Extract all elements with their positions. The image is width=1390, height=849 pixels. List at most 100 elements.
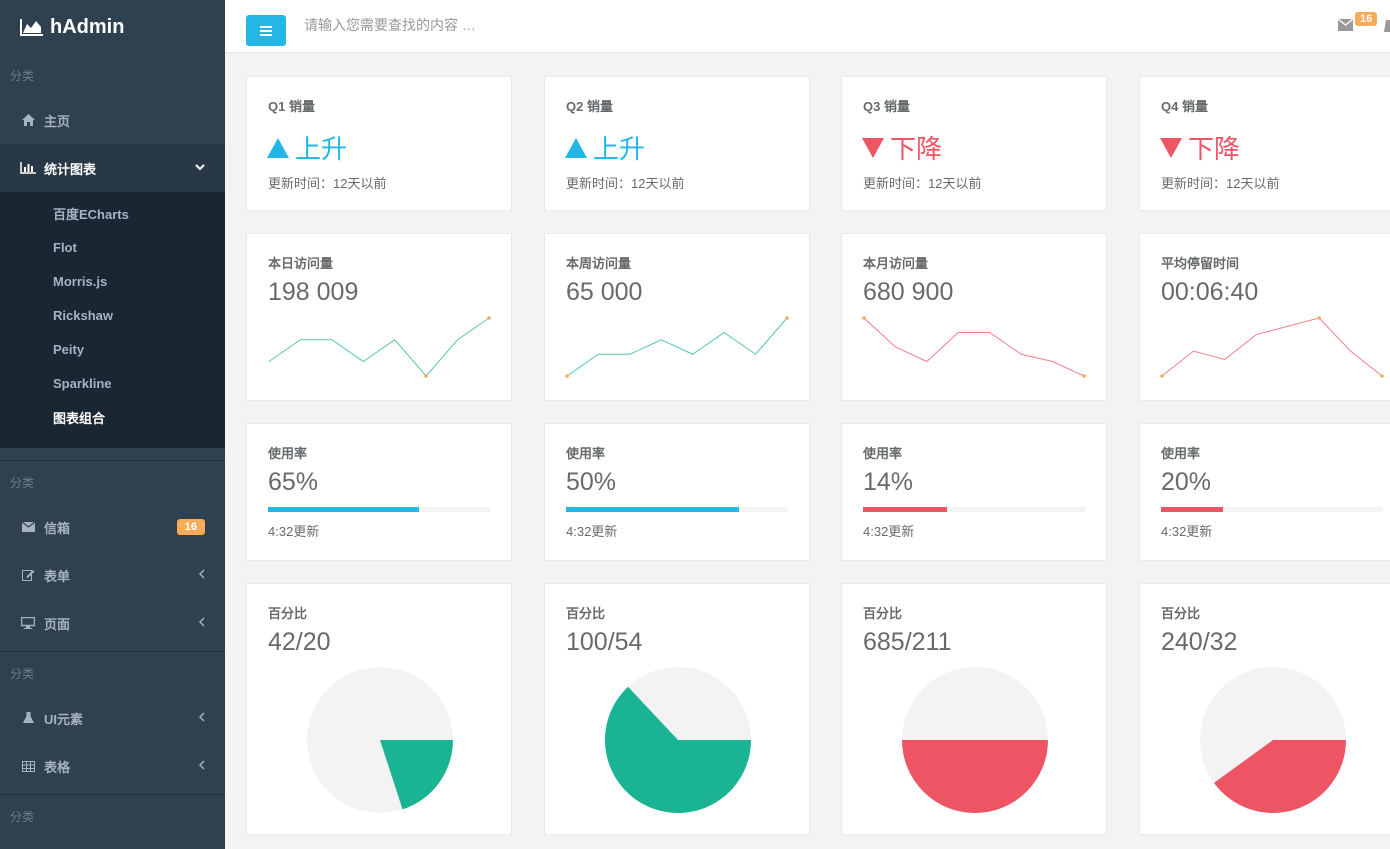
sparkline-point	[785, 316, 789, 320]
sparkline-series	[863, 317, 1085, 377]
search-input[interactable]	[304, 17, 704, 33]
sidebar-item-home[interactable]: 主页	[0, 96, 225, 144]
mail-count-badge: 16	[176, 519, 205, 535]
charts-submenu: 百度ECharts Flot Morris.js Rickshaw Peity …	[0, 192, 225, 448]
submenu-item-sparkline[interactable]: Sparkline	[53, 375, 112, 391]
sparkline-point	[862, 316, 866, 320]
edit-icon	[20, 569, 36, 581]
widget-title: 平均停留时间	[1161, 256, 1240, 271]
visits-widget: 本日访问量 198 009	[246, 233, 512, 401]
pie-value-slice	[1213, 740, 1346, 813]
triangle-up-icon	[267, 137, 289, 158]
sparkline-chart	[1160, 316, 1384, 378]
progress-bar	[268, 507, 490, 512]
sales-widget: Q3 销量 下降 更新时间：12天以前	[841, 76, 1107, 211]
sparkline-chart	[268, 316, 491, 378]
pie-value-slice	[605, 686, 751, 813]
visit-count: 680 900	[863, 278, 954, 306]
brand-name: hAdmin	[50, 15, 125, 38]
percent-widget: 百分比 685/211	[841, 583, 1107, 835]
widget-title: 本周访问量	[566, 256, 632, 271]
pie-chart	[902, 667, 1048, 813]
update-time: 4:32更新	[566, 524, 618, 539]
home-icon	[20, 114, 36, 126]
submenu-item-morris[interactable]: Morris.js	[53, 273, 108, 289]
usage-widget: 使用率 14% 4:32更新	[841, 423, 1107, 561]
menu-toggle-button[interactable]	[246, 15, 286, 46]
topbar: 16	[225, 0, 1390, 53]
widget-title: Q4 销量	[1161, 99, 1208, 114]
usage-percent: 65%	[268, 468, 319, 496]
area-chart-icon	[20, 19, 43, 36]
visit-count: 00:06:40	[1161, 278, 1259, 306]
submenu-item-echarts[interactable]: 百度ECharts	[53, 206, 129, 222]
chevron-left-icon	[198, 759, 205, 773]
envelope-icon	[20, 522, 36, 532]
sales-widget: Q4 销量 下降 更新时间：12天以前	[1139, 76, 1390, 211]
chevron-left-icon	[198, 568, 205, 582]
sidebar-item-forms[interactable]: 表单	[0, 551, 225, 599]
widget-title: Q3 销量	[863, 99, 910, 114]
sparkline-chart	[565, 316, 789, 378]
user-icon[interactable]	[1384, 18, 1390, 32]
visits-widget: 本月访问量 680 900	[841, 233, 1107, 401]
submenu-item-combo[interactable]: 图表组合	[53, 410, 106, 426]
sidebar-category: 分类	[10, 475, 35, 490]
update-time: 4:32更新	[863, 524, 915, 539]
progress-fill	[566, 507, 740, 512]
envelope-icon[interactable]	[1337, 18, 1354, 36]
update-time: 更新时间：12天以前	[863, 176, 982, 191]
trend-indicator: 下降	[1160, 129, 1240, 166]
update-time: 更新时间：12天以前	[1161, 176, 1280, 191]
usage-percent: 50%	[566, 468, 617, 496]
progress-fill	[863, 507, 948, 512]
chevron-left-icon	[198, 616, 205, 630]
ratio-value: 685/211	[863, 628, 952, 656]
submenu-item-flot[interactable]: Flot	[53, 239, 77, 255]
brand-logo[interactable]: hAdmin	[0, 0, 225, 54]
bar-chart-icon	[20, 162, 36, 174]
trend-indicator: 上升	[565, 129, 645, 166]
widget-title: 使用率	[1161, 446, 1201, 461]
desktop-icon	[20, 617, 36, 629]
sparkline-point	[1380, 374, 1384, 378]
progress-fill	[268, 507, 419, 512]
sidebar: hAdmin 分类 主页 统计图表 百度ECharts Flot Morris.…	[0, 0, 225, 849]
sidebar-item-mailbox[interactable]: 信箱 16	[0, 503, 225, 551]
mail-count-badge: 16	[1355, 12, 1378, 26]
usage-widget: 使用率 50% 4:32更新	[544, 423, 810, 561]
widget-title: Q2 销量	[566, 99, 613, 114]
triangle-down-icon	[862, 137, 884, 158]
widget-title: 百分比	[863, 606, 903, 621]
widget-title: 本月访问量	[863, 256, 929, 271]
submenu-item-rickshaw[interactable]: Rickshaw	[53, 307, 113, 323]
sidebar-item-pages[interactable]: 页面	[0, 599, 225, 647]
sidebar-item-charts[interactable]: 统计图表	[0, 144, 225, 192]
pie-value-slice	[380, 740, 453, 810]
percent-widget: 百分比 42/20	[246, 583, 512, 835]
usage-percent: 20%	[1161, 468, 1212, 496]
sparkline-point	[1317, 316, 1321, 320]
table-icon	[20, 760, 36, 772]
update-time: 4:32更新	[268, 524, 320, 539]
sales-widget: Q2 销量 上升 更新时间：12天以前	[544, 76, 810, 211]
sales-widget: Q1 销量 上升 更新时间：12天以前	[246, 76, 512, 211]
sparkline-series	[566, 317, 788, 377]
sidebar-item-tables[interactable]: 表格	[0, 742, 225, 790]
widget-title: Q1 销量	[268, 99, 315, 114]
widget-title: 百分比	[268, 606, 308, 621]
ratio-value: 42/20	[268, 628, 331, 656]
visit-count: 198 009	[268, 278, 359, 306]
sidebar-item-ui-elements[interactable]: UI元素	[0, 694, 225, 742]
submenu-item-peity[interactable]: Peity	[53, 341, 85, 357]
update-time: 更新时间：12天以前	[566, 176, 685, 191]
sparkline-point	[1160, 374, 1164, 378]
sparkline-series	[268, 317, 490, 377]
sparkline-point	[424, 374, 428, 378]
triangle-up-icon	[565, 137, 587, 158]
widget-title: 百分比	[566, 606, 606, 621]
progress-fill	[1161, 507, 1224, 512]
pie-chart	[307, 667, 453, 813]
sidebar-category: 分类	[10, 666, 35, 681]
visits-widget: 平均停留时间 00:06:40	[1139, 233, 1390, 401]
